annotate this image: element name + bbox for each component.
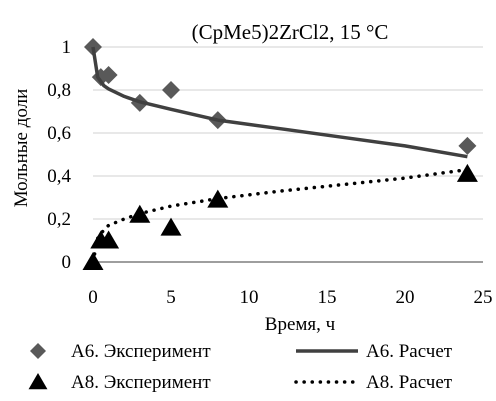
y-tick-label-1: 0,2 — [47, 209, 71, 230]
series-2 — [82, 163, 478, 270]
y-tick-label-2: 0,4 — [47, 166, 71, 187]
series-3 — [91, 167, 470, 264]
legend-item-0: A6. Эксперимент — [30, 341, 211, 362]
series-0 — [84, 38, 477, 155]
legend-label-2: A8. Эксперимент — [71, 372, 211, 393]
legend-label-1: A6. Расчет — [366, 341, 453, 362]
y-tick-label-0: 0 — [62, 252, 72, 273]
x-axis-title: Время, ч — [265, 314, 336, 335]
y-ticks: 0 0,2 0,4 0,6 0,8 1 — [47, 37, 71, 273]
x-tick-label-5: 25 — [474, 287, 493, 308]
legend-item-2: A8. Эксперимент — [28, 372, 211, 393]
series-line-1 — [91, 46, 468, 159]
x-tick-label-4: 20 — [396, 287, 415, 308]
x-tick-label-0: 0 — [88, 287, 98, 308]
series-1 — [91, 46, 468, 159]
legend-label-0: A6. Эксперимент — [71, 341, 211, 362]
point-2-6 — [456, 163, 478, 182]
legend-swatch-0 — [30, 343, 46, 359]
x-tick-label-3: 15 — [318, 287, 337, 308]
legend-item-3: A8. Расчет — [294, 372, 453, 393]
y-tick-label-3: 0,6 — [47, 123, 71, 144]
legend-item-1: A6. Расчет — [296, 341, 453, 362]
point-0-6 — [458, 136, 477, 155]
y-tick-label-4: 0,8 — [47, 80, 71, 101]
x-tick-label-2: 10 — [240, 287, 259, 308]
legend: A6. Эксперимент A6. Расчет A8. Эксперимент… — [28, 341, 453, 393]
y-tick-label-5: 1 — [62, 37, 72, 58]
point-2-4 — [160, 217, 182, 236]
point-0-2 — [99, 65, 118, 84]
series-line-3 — [91, 167, 470, 264]
point-0-4 — [162, 81, 180, 99]
x-ticks: 0 5 10 15 20 25 — [88, 287, 492, 308]
chart-title: (CpMe5)2ZrCl2, 15 °C — [192, 20, 389, 44]
legend-label-3: A8. Расчет — [366, 372, 453, 393]
plot-series — [82, 38, 478, 270]
x-tick-label-1: 5 — [166, 287, 176, 308]
y-axis-title: Мольные доли — [11, 89, 32, 208]
grid — [93, 46, 483, 220]
point-2-2 — [98, 230, 120, 249]
legend-swatch-2 — [28, 373, 48, 390]
